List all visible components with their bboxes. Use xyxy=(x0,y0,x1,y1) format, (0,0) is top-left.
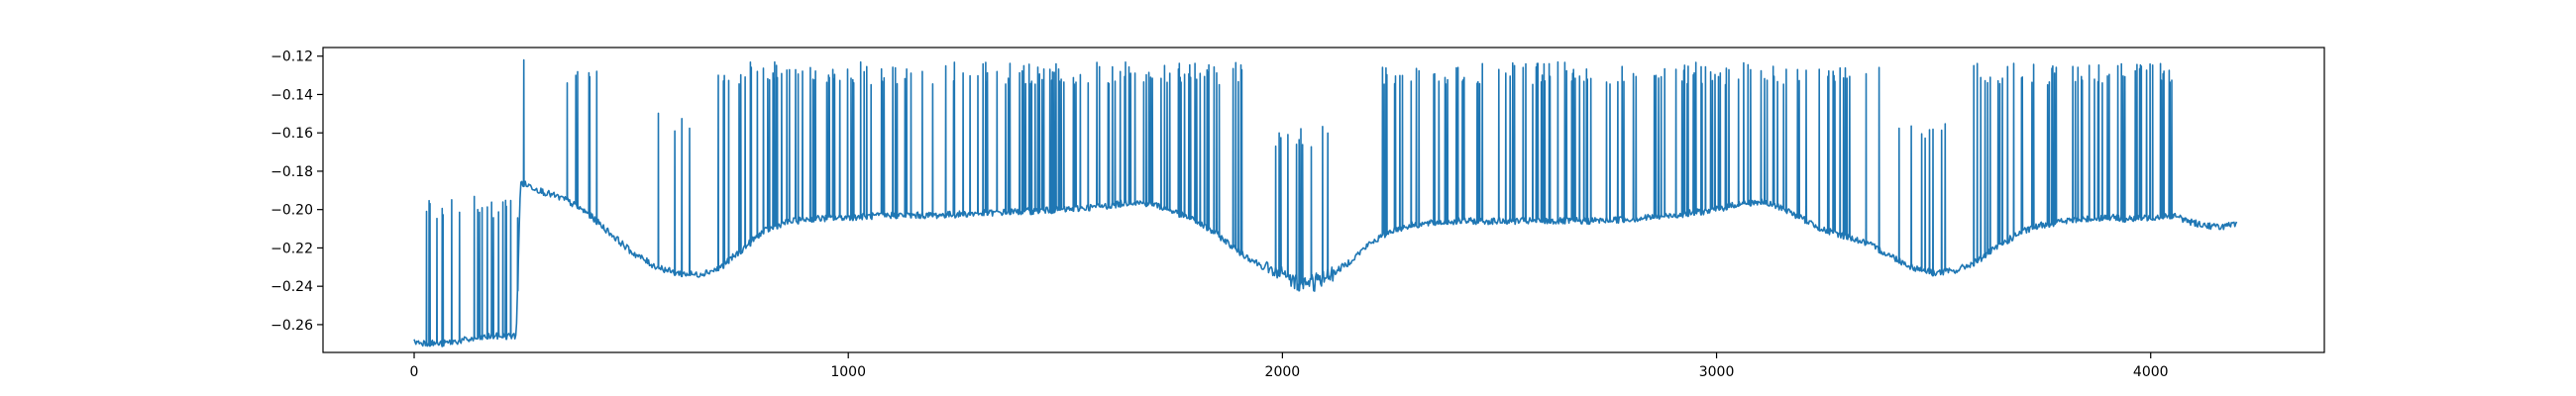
x-tick-label: 3000 xyxy=(1699,364,1735,380)
y-tick-label: −0.22 xyxy=(270,241,313,256)
x-tick-label: 0 xyxy=(410,364,419,380)
plot-area-frame xyxy=(322,47,2325,353)
y-tick-label: −0.18 xyxy=(270,164,313,180)
y-tick-label: −0.16 xyxy=(270,126,313,142)
y-tick-label: −0.26 xyxy=(270,318,313,334)
y-tick-label: −0.24 xyxy=(270,279,313,295)
y-tick-label: −0.20 xyxy=(270,203,313,219)
series-layer xyxy=(413,58,2238,347)
x-axis: 0 1000 2000 3000 4000 xyxy=(410,352,2169,380)
x-tick-label: 4000 xyxy=(2133,364,2169,380)
y-axis: −0.26 −0.24 −0.22 −0.20 −0.18 −0.16 −0.14 −0.12 xyxy=(270,50,323,334)
series-line xyxy=(413,58,2238,347)
x-tick-label: 2000 xyxy=(1265,364,1301,380)
y-tick-label: −0.14 xyxy=(270,87,313,103)
x-tick-label: 1000 xyxy=(830,364,866,380)
y-tick-label: −0.12 xyxy=(270,50,313,65)
